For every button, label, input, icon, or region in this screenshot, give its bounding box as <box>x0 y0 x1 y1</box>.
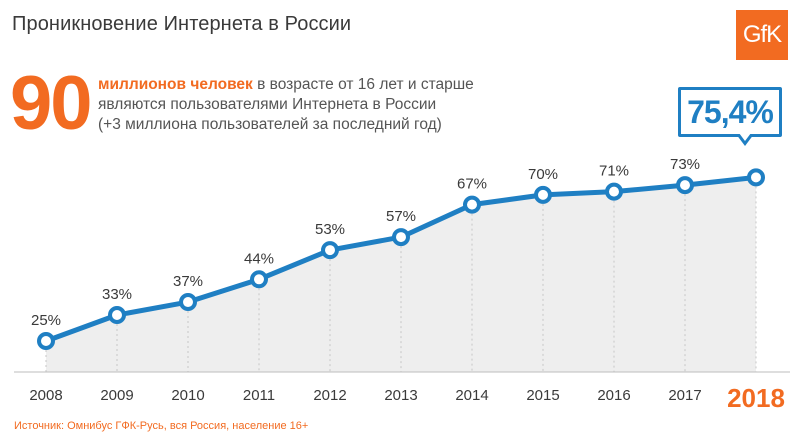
headline-line-3: (+3 миллиона пользователей за последний … <box>98 116 442 133</box>
data-point <box>250 270 268 289</box>
data-point <box>392 228 410 247</box>
data-label: 71% <box>599 163 629 180</box>
data-label: 53% <box>315 221 345 238</box>
data-point <box>37 332 55 350</box>
data-point <box>108 306 126 325</box>
headline-accent: миллионов человек <box>98 76 253 93</box>
data-label: 37% <box>173 273 203 290</box>
x-tick-label: 2017 <box>668 387 701 404</box>
line-chart: 25% 33% 37% 44% 53% 57% 67% 70% 71% 73% 2008 2009 20… <box>14 156 790 413</box>
headline-line-2: являются пользователями Интернета в Росс… <box>98 96 437 113</box>
callout-value: 75,4% <box>678 87 782 137</box>
x-tick-label: 2008 <box>29 387 62 404</box>
data-label: 33% <box>102 286 132 303</box>
data-point <box>605 182 623 201</box>
x-tick-label: 2011 <box>243 387 275 404</box>
data-point <box>534 185 552 204</box>
data-label: 57% <box>386 208 416 225</box>
data-point <box>676 176 694 195</box>
callout-tail-inner <box>739 133 751 141</box>
data-label: 67% <box>457 176 487 193</box>
headline-line-1-rest: в возрасте от 16 лет и старше <box>252 76 474 93</box>
headline-line-1: миллионов человек в возрасте от 16 лет и… <box>98 75 518 95</box>
data-point <box>179 293 197 312</box>
data-point <box>321 241 339 260</box>
x-tick-label: 2010 <box>171 387 204 404</box>
x-tick-label: 2015 <box>526 387 559 404</box>
data-label: 70% <box>528 166 558 183</box>
x-tick-label: 2014 <box>455 387 488 404</box>
headline-text: миллионов человек в возрасте от 16 лет и… <box>98 75 518 135</box>
x-tick-label: 2016 <box>597 387 630 404</box>
data-point <box>747 168 765 187</box>
data-label: 25% <box>31 312 61 329</box>
page-title: Проникновение Интернета в России <box>12 13 352 35</box>
x-tick-label: 2012 <box>313 387 346 404</box>
source-note: Источник: Омнибус ГФК-Русь, вся Россия, … <box>14 420 309 432</box>
x-tick-label: 2018 <box>727 383 785 413</box>
data-label: 44% <box>244 250 274 267</box>
big-number: 90 <box>10 61 93 146</box>
gfk-logo: GfK <box>736 10 788 60</box>
x-tick-label: 2009 <box>100 387 133 404</box>
data-label: 73% <box>670 156 700 173</box>
data-point <box>463 195 481 214</box>
x-tick-label: 2013 <box>384 387 417 404</box>
area-fill <box>46 177 756 372</box>
